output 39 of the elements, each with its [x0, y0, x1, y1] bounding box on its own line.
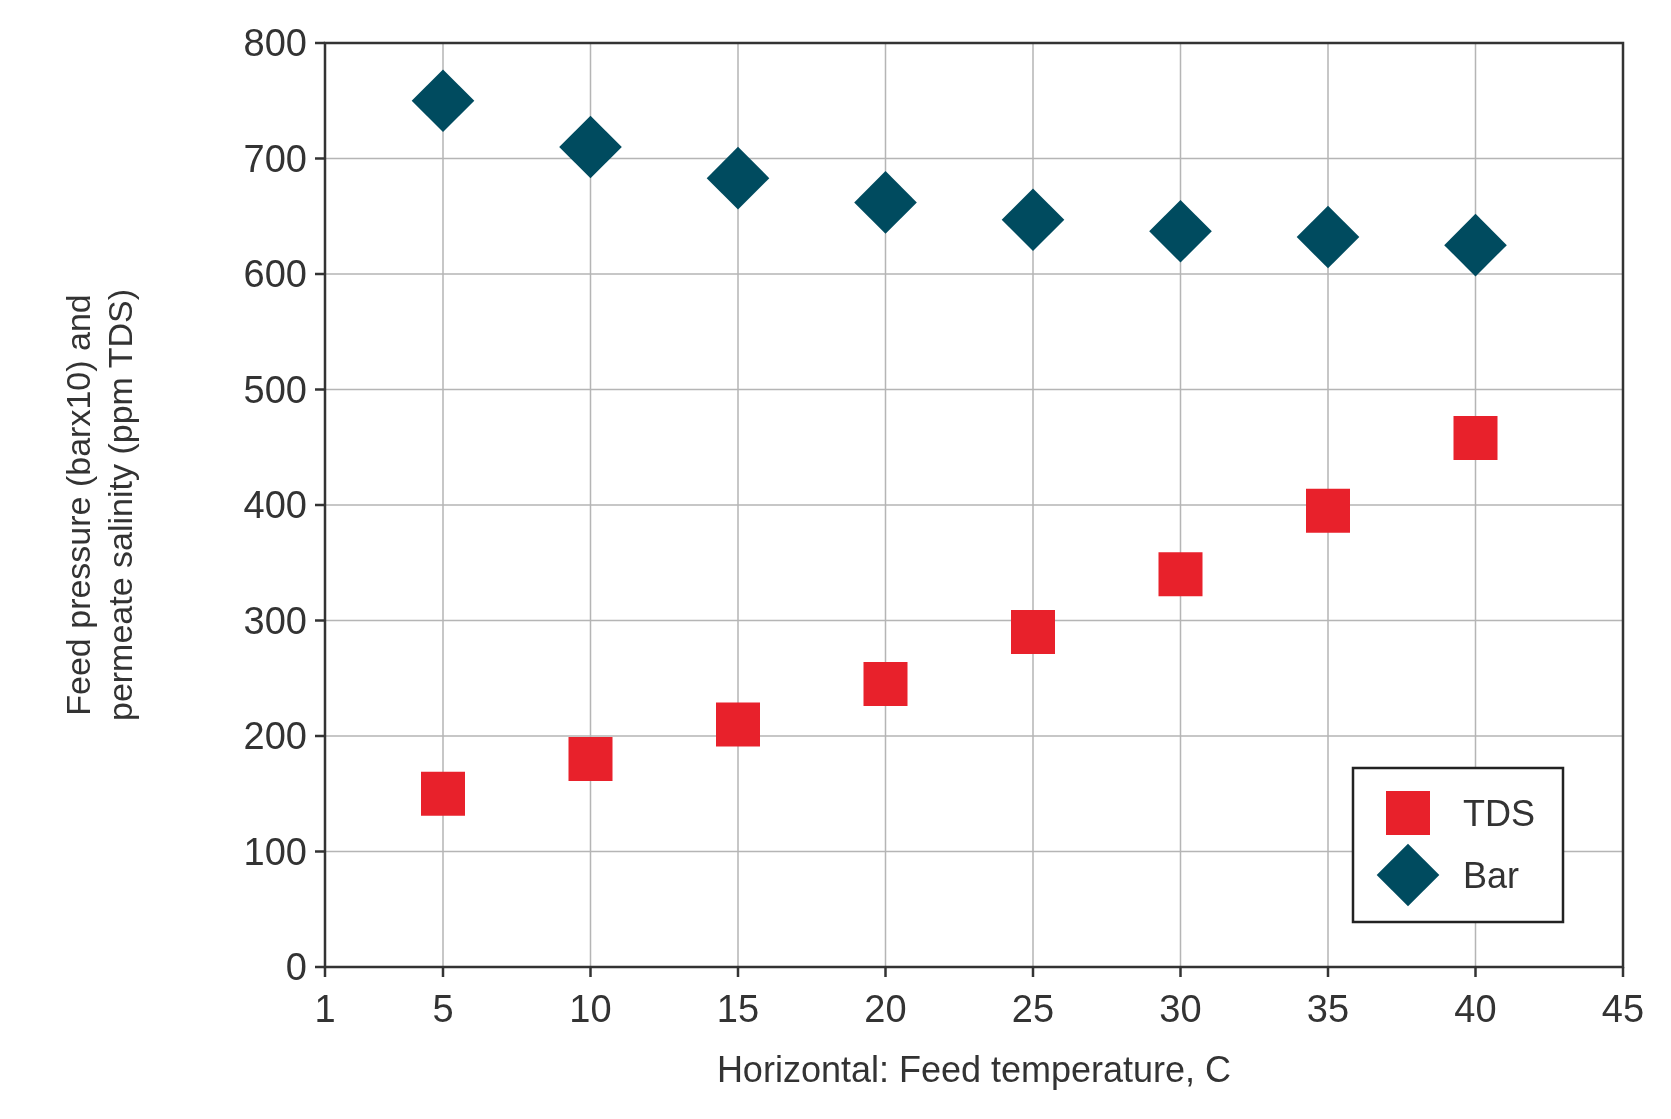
point [1158, 552, 1203, 597]
y-axis-title: Feed pressure (barx10) and permeate salinity (ppm TDS) [59, 288, 139, 722]
point [1453, 416, 1498, 461]
y-tick-label: 700 [243, 137, 307, 180]
x-tick-label: 45 [1601, 988, 1645, 1030]
point [716, 702, 760, 747]
legend-label: Bar [1463, 854, 1520, 896]
x-tick-label: 30 [1159, 988, 1202, 1030]
y-tick-label: 500 [243, 368, 307, 411]
y-tick-label: 0 [285, 946, 307, 989]
point [706, 146, 770, 210]
point [1444, 213, 1507, 277]
x-tick-label: 20 [864, 988, 907, 1030]
y-tick-label: 300 [243, 599, 307, 642]
point [1306, 488, 1350, 533]
x-tick-label: 15 [716, 988, 760, 1030]
legend-label: TDS [1463, 792, 1535, 834]
x-tick-label: 25 [1011, 988, 1055, 1030]
y-tick-label: 100 [243, 830, 307, 873]
point [421, 771, 465, 816]
y-tick-label: 800 [243, 22, 307, 65]
x-tick-label: 5 [432, 988, 454, 1030]
x-axis-title: Horizontal: Feed temperature, C [716, 1049, 1232, 1090]
x-tick-label: 1 [314, 988, 336, 1030]
point [1011, 610, 1055, 655]
x-tick-label: 35 [1306, 988, 1350, 1030]
point [568, 737, 613, 782]
point [863, 662, 908, 707]
point [1149, 199, 1212, 263]
point [1001, 188, 1065, 252]
y-tick-label: 200 [243, 715, 307, 758]
point [854, 171, 917, 234]
point [1296, 205, 1360, 269]
point [559, 115, 622, 179]
x-tick-label: 40 [1454, 988, 1497, 1030]
point [411, 69, 475, 133]
y-tick-label: 600 [243, 253, 307, 296]
y-tick-label: 400 [243, 484, 307, 527]
x-tick-label: 10 [569, 988, 612, 1030]
